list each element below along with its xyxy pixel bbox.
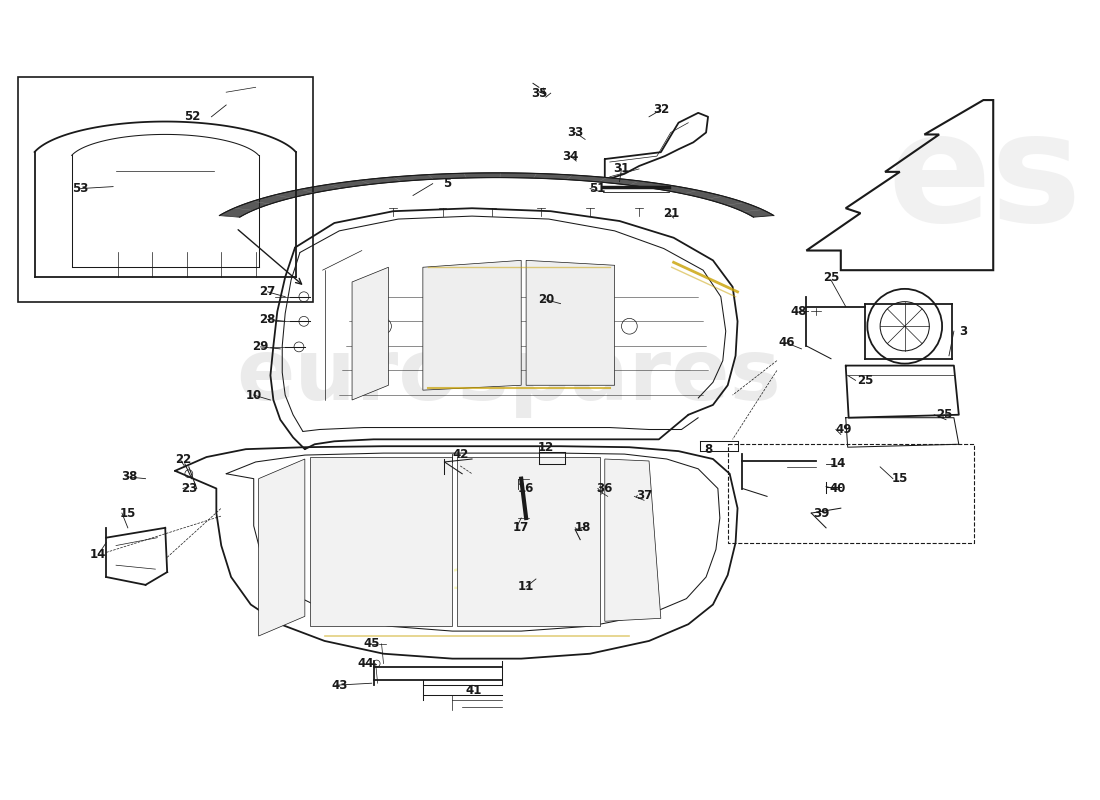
- Text: eurospares: eurospares: [236, 335, 781, 418]
- Text: 35: 35: [530, 86, 547, 100]
- Text: 37: 37: [636, 489, 652, 502]
- Text: 28: 28: [260, 313, 276, 326]
- Text: 42: 42: [452, 447, 469, 461]
- Text: 53: 53: [73, 182, 89, 195]
- Bar: [728, 444, 974, 542]
- Text: 38: 38: [122, 470, 138, 483]
- Text: 1985: 1985: [451, 567, 522, 595]
- Text: 34: 34: [562, 150, 579, 162]
- Text: 41: 41: [465, 684, 482, 697]
- Text: 17: 17: [513, 522, 529, 534]
- Text: 39: 39: [813, 506, 829, 519]
- Text: 33: 33: [568, 126, 583, 139]
- Text: 32: 32: [652, 103, 669, 116]
- Text: a part for parts: a part for parts: [361, 480, 592, 509]
- Text: 48: 48: [790, 305, 806, 318]
- Text: 45: 45: [363, 638, 379, 650]
- Text: 12: 12: [538, 441, 554, 454]
- Text: 49: 49: [836, 423, 852, 436]
- Text: 25: 25: [823, 270, 839, 283]
- Text: 23: 23: [180, 482, 197, 495]
- Polygon shape: [258, 459, 305, 636]
- Text: 31: 31: [614, 162, 629, 175]
- Text: 15: 15: [892, 472, 907, 485]
- Polygon shape: [605, 459, 661, 622]
- Text: 52: 52: [184, 110, 200, 123]
- Text: 51: 51: [588, 182, 605, 195]
- Text: 10: 10: [245, 389, 262, 402]
- Text: 43: 43: [331, 678, 348, 692]
- Text: 14: 14: [829, 458, 846, 470]
- Polygon shape: [526, 260, 615, 386]
- Text: 36: 36: [596, 482, 613, 495]
- Text: 40: 40: [829, 482, 846, 495]
- Polygon shape: [219, 173, 773, 217]
- Text: 29: 29: [252, 340, 268, 354]
- Text: 21: 21: [663, 206, 680, 220]
- Bar: [18, 78, 312, 302]
- Text: 22: 22: [175, 453, 191, 466]
- Polygon shape: [458, 457, 600, 626]
- Text: es: es: [887, 106, 1081, 254]
- Text: 15: 15: [120, 506, 136, 519]
- Text: 25: 25: [936, 408, 953, 422]
- Text: 8: 8: [704, 442, 712, 456]
- Polygon shape: [352, 267, 388, 400]
- Text: 20: 20: [538, 293, 554, 306]
- Text: 27: 27: [260, 286, 276, 298]
- Text: 46: 46: [779, 337, 795, 350]
- Polygon shape: [310, 457, 452, 626]
- Text: 44: 44: [358, 657, 374, 670]
- Text: 5: 5: [443, 177, 452, 190]
- Text: 14: 14: [90, 548, 107, 561]
- Text: 25: 25: [857, 374, 873, 387]
- Polygon shape: [422, 260, 521, 390]
- Text: 18: 18: [575, 522, 592, 534]
- Text: 11: 11: [518, 580, 535, 594]
- Text: 3: 3: [959, 325, 968, 338]
- Text: 16: 16: [518, 482, 535, 495]
